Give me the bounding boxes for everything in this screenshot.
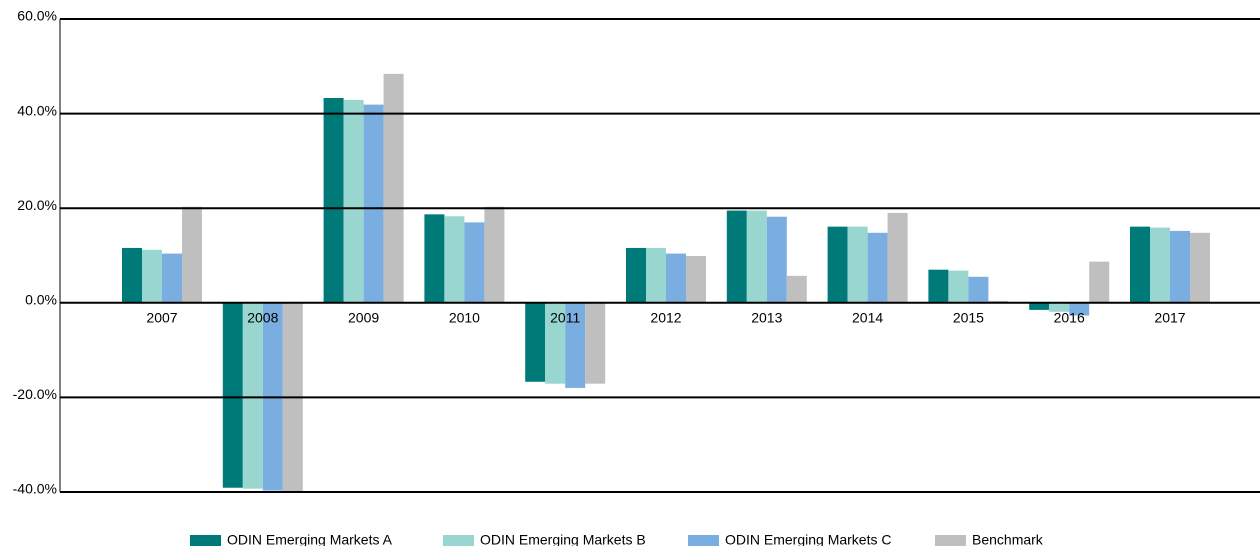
bar: [182, 206, 202, 303]
bar: [847, 226, 868, 303]
bar: [545, 302, 566, 384]
bar: [464, 222, 485, 303]
bar: [827, 226, 848, 303]
bar: [222, 302, 243, 488]
legend-swatch: [935, 535, 966, 546]
x-tick-label: 2008: [247, 310, 278, 326]
bar: [343, 99, 364, 303]
bar: [122, 247, 142, 303]
x-tick-label: 2011: [550, 310, 580, 326]
legend-label: ODIN Emerging Markets C: [725, 532, 891, 546]
x-tick-label: 2016: [1054, 310, 1085, 326]
legend-label: ODIN Emerging Markets A: [227, 532, 393, 546]
bar: [1089, 261, 1110, 303]
bar: [1049, 302, 1070, 312]
bar: [142, 249, 162, 303]
bar: [646, 247, 666, 303]
x-tick-label: 2010: [449, 310, 480, 326]
legend-swatch: [688, 535, 719, 546]
bar: [948, 270, 969, 303]
bar: [1130, 226, 1150, 303]
x-tick-label: 2014: [852, 310, 883, 326]
bar: [1150, 227, 1170, 303]
bar: [666, 253, 686, 303]
legend-swatch: [443, 535, 474, 546]
y-tick-label: 60.0%: [17, 8, 57, 24]
bar: [928, 269, 949, 303]
y-tick-label: 0.0%: [25, 292, 57, 308]
bar: [686, 255, 706, 303]
bar: [1190, 232, 1210, 303]
bar: [162, 253, 182, 303]
bar: [444, 216, 465, 303]
y-tick-label: -20.0%: [13, 386, 57, 402]
bar: [746, 210, 767, 303]
bar: [887, 212, 908, 303]
legend-swatch: [190, 535, 221, 546]
bar: [242, 302, 263, 489]
x-tick-label: 2007: [146, 310, 177, 326]
bar: [424, 214, 445, 303]
bar: [585, 302, 606, 384]
bar: [484, 206, 505, 303]
x-tick-label: 2009: [348, 310, 379, 326]
bar: [726, 210, 747, 303]
bar: [786, 275, 807, 303]
x-tick-label: 2013: [751, 310, 782, 326]
y-tick-label: 40.0%: [17, 102, 57, 118]
bar: [626, 247, 646, 303]
legend-label: ODIN Emerging Markets B: [480, 532, 646, 546]
bar: [766, 216, 787, 303]
x-tick-label: 2015: [953, 310, 984, 326]
legend-label: Benchmark: [972, 532, 1044, 546]
bar: [867, 232, 888, 303]
bar: [565, 302, 586, 388]
y-tick-label: -40.0%: [13, 481, 57, 497]
bar: [1029, 302, 1050, 310]
bar: [323, 97, 344, 303]
x-tick-label: 2017: [1154, 310, 1185, 326]
bar: [383, 73, 404, 303]
bars: [122, 73, 1210, 492]
bar: [1170, 230, 1190, 303]
bar: [968, 276, 989, 303]
bar: [1069, 302, 1090, 316]
y-tick-label: 20.0%: [17, 197, 57, 213]
bar: [525, 302, 546, 382]
bar: [363, 104, 384, 303]
x-tick-label: 2012: [650, 310, 681, 326]
